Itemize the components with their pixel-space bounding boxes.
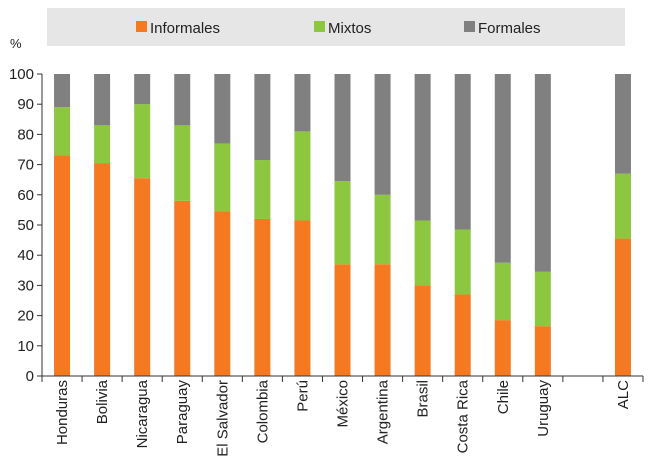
bar-segment	[54, 74, 71, 108]
category-label: Bolivia	[94, 379, 111, 424]
y-tick-label: 60	[17, 187, 34, 204]
bar-segment	[414, 220, 431, 286]
bar-segment	[94, 125, 111, 164]
category-label: El Salvador	[214, 380, 231, 457]
y-axis-ticks: 0 10 20 30 40 50 60 70 80 90 100	[9, 66, 42, 385]
bar-segment	[214, 211, 231, 376]
bar-segment	[494, 320, 511, 376]
y-tick-label: 90	[17, 96, 34, 113]
bar-segment	[134, 178, 151, 376]
bar-segment	[294, 74, 311, 132]
bar-segment	[254, 218, 271, 376]
bar-segment	[294, 131, 311, 221]
bar-segment	[134, 74, 151, 105]
bar-segment	[494, 74, 511, 263]
bar-segment	[174, 200, 191, 376]
bar-segment	[614, 173, 631, 239]
category-label: Colombia	[254, 379, 271, 443]
axes	[41, 74, 644, 382]
category-label: ALC	[615, 380, 632, 409]
y-tick-label: 30	[17, 277, 34, 294]
bar-segment	[94, 74, 111, 126]
bar-segment	[134, 104, 151, 179]
bar-segment	[214, 74, 231, 144]
bar-segment	[54, 155, 71, 376]
y-tick-label: 80	[17, 126, 34, 143]
category-label: Brasil	[415, 380, 432, 418]
legend-swatch-2	[314, 21, 325, 32]
bar-segment	[334, 74, 351, 182]
bar-segment	[334, 264, 351, 376]
category-label: Nicaragua	[134, 379, 151, 448]
bar-segment	[534, 74, 551, 272]
bar-segment	[534, 271, 551, 327]
y-tick-label: 40	[17, 247, 34, 264]
bar-segment	[254, 160, 271, 219]
bar-segment	[374, 194, 391, 265]
y-tick-label: 70	[17, 157, 34, 174]
legend-label-2: Mixtos	[328, 20, 371, 37]
bar-segment	[54, 107, 71, 156]
y-tick-label: 50	[17, 217, 34, 234]
category-label: Chile	[495, 380, 512, 414]
bar-segment	[374, 264, 391, 376]
bar-segment	[534, 326, 551, 376]
category-label: Argentina	[375, 379, 392, 444]
bar-segment	[414, 285, 431, 376]
category-labels: Honduras Bolivia Nicaragua Paraguay El Salva…	[54, 379, 632, 456]
category-label: Costa Rica	[455, 379, 472, 453]
bar-segment	[454, 74, 471, 230]
y-axis-unit-label: %	[10, 36, 22, 51]
bar-segment	[294, 220, 311, 376]
y-tick-label: 20	[17, 308, 34, 325]
bar-segment	[174, 125, 191, 201]
bar-segment	[614, 74, 631, 174]
bar-segment	[494, 262, 511, 321]
bars	[54, 74, 631, 376]
bar-segment	[254, 74, 271, 161]
legend-label-1: Informales	[150, 20, 220, 37]
category-label: Perú	[294, 380, 311, 412]
y-tick-label: 100	[9, 66, 34, 83]
legend-swatch-1	[136, 21, 147, 32]
legend: Informales Mixtos Formales	[136, 20, 541, 37]
bar-segment	[414, 74, 431, 221]
bar-segment	[214, 143, 231, 212]
bar-segment	[454, 229, 471, 295]
bar-segment	[374, 74, 391, 195]
legend-swatch-3	[464, 21, 475, 32]
bar-segment	[334, 181, 351, 265]
legend-label-3: Formales	[478, 20, 541, 37]
category-label: Paraguay	[174, 380, 191, 445]
category-label: Honduras	[54, 380, 71, 445]
bar-segment	[614, 238, 631, 376]
y-tick-label: 0	[26, 368, 34, 385]
bar-segment	[94, 163, 111, 376]
bar-segment	[174, 74, 191, 126]
category-label: México	[335, 380, 352, 428]
y-tick-label: 10	[17, 338, 34, 355]
bar-segment	[454, 294, 471, 376]
category-label: Uruguay	[535, 380, 552, 437]
